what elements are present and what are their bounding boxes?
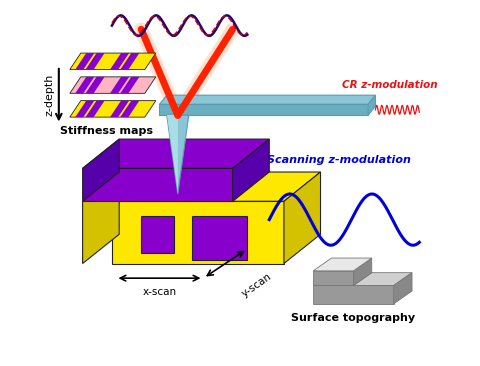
Polygon shape — [70, 77, 156, 93]
Polygon shape — [83, 172, 119, 201]
Polygon shape — [313, 271, 353, 285]
Polygon shape — [284, 172, 321, 264]
Polygon shape — [83, 172, 119, 264]
Polygon shape — [85, 53, 105, 70]
Polygon shape — [83, 139, 269, 168]
Polygon shape — [110, 101, 129, 117]
Polygon shape — [167, 115, 189, 194]
Polygon shape — [110, 53, 129, 70]
Polygon shape — [120, 77, 139, 93]
Polygon shape — [233, 139, 269, 201]
Polygon shape — [313, 273, 412, 285]
Polygon shape — [353, 258, 372, 285]
Polygon shape — [70, 53, 156, 70]
Polygon shape — [368, 95, 375, 115]
Text: Scanning z-modulation: Scanning z-modulation — [267, 155, 411, 165]
Polygon shape — [120, 101, 139, 117]
Polygon shape — [85, 101, 105, 117]
Polygon shape — [167, 115, 178, 194]
Polygon shape — [141, 216, 174, 253]
Text: y-scan: y-scan — [240, 271, 274, 299]
Polygon shape — [159, 104, 368, 115]
Polygon shape — [75, 53, 95, 70]
Polygon shape — [120, 53, 139, 70]
Polygon shape — [70, 101, 156, 117]
Polygon shape — [83, 139, 119, 201]
Polygon shape — [85, 77, 105, 93]
Text: z-depth: z-depth — [45, 74, 55, 116]
Polygon shape — [313, 285, 394, 304]
Polygon shape — [110, 77, 129, 93]
Polygon shape — [83, 168, 233, 201]
Text: CR z-modulation: CR z-modulation — [342, 80, 438, 90]
Polygon shape — [159, 95, 375, 104]
Text: Stiffness maps: Stiffness maps — [60, 126, 153, 136]
Polygon shape — [192, 216, 247, 260]
Polygon shape — [112, 201, 284, 264]
Polygon shape — [75, 77, 95, 93]
Polygon shape — [313, 273, 372, 285]
Polygon shape — [75, 101, 95, 117]
Polygon shape — [112, 172, 321, 201]
Text: x-scan: x-scan — [143, 287, 177, 297]
Polygon shape — [394, 273, 412, 304]
Text: Surface topography: Surface topography — [291, 313, 416, 323]
Polygon shape — [313, 258, 372, 271]
